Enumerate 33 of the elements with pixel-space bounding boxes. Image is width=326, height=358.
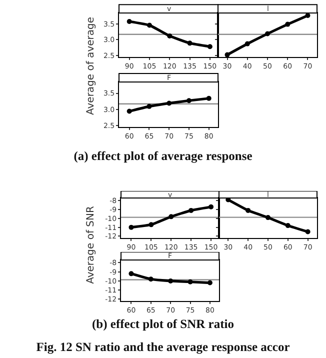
point xyxy=(148,276,154,282)
point xyxy=(246,208,251,213)
point xyxy=(188,208,194,213)
point xyxy=(128,271,134,276)
point xyxy=(187,40,192,46)
point xyxy=(285,222,290,228)
point xyxy=(186,98,192,103)
point xyxy=(146,22,152,28)
point xyxy=(265,31,270,36)
text: (b) effect plot of SNR ratio xyxy=(91,317,235,332)
point xyxy=(188,279,193,284)
text: (a) effect plot of average response xyxy=(72,149,254,164)
point xyxy=(207,280,212,286)
point xyxy=(208,204,214,210)
point xyxy=(266,214,270,220)
point xyxy=(207,44,212,50)
y-axis-title: Average of SNR xyxy=(86,206,96,284)
point xyxy=(146,103,152,108)
point xyxy=(167,33,172,38)
point xyxy=(168,214,174,219)
point xyxy=(285,22,290,27)
point xyxy=(244,41,250,46)
point xyxy=(148,222,154,227)
caption: Fig. 12 SN ratio and the average response accor xyxy=(35,340,291,355)
point xyxy=(128,224,134,230)
point xyxy=(305,13,310,18)
y-axis-title: Average of average xyxy=(86,17,96,115)
point xyxy=(206,95,212,100)
point xyxy=(126,108,132,114)
point xyxy=(168,278,174,284)
point xyxy=(126,18,132,24)
point xyxy=(305,228,310,234)
point xyxy=(166,100,172,106)
